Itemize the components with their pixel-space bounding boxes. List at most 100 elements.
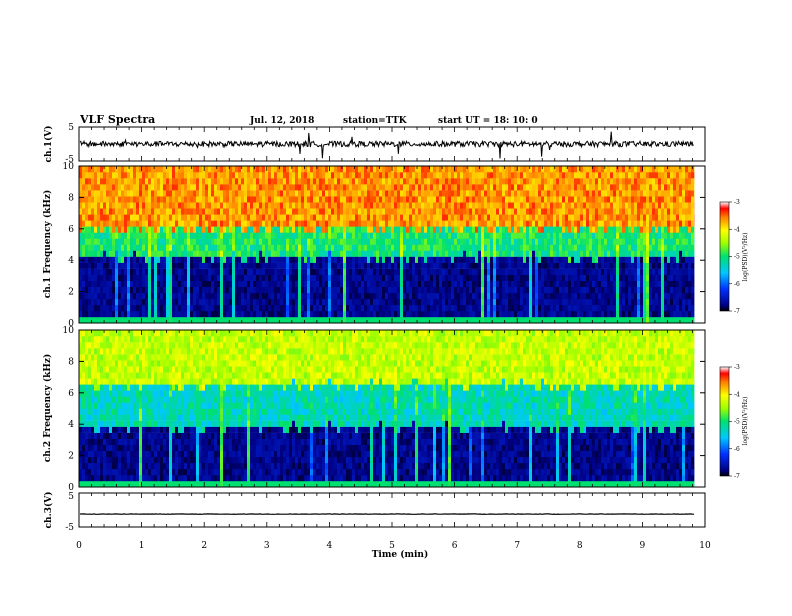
spectrogram-cell <box>607 268 610 275</box>
spectrogram-cell <box>94 280 97 287</box>
spectrogram-cell <box>418 220 421 227</box>
spectrogram-cell <box>514 208 517 215</box>
spectrogram-cell <box>550 304 553 312</box>
spectrogram-cell <box>196 286 199 294</box>
spectrogram-cell <box>517 184 520 191</box>
spectrogram-cell <box>109 226 112 233</box>
spectrogram-cell <box>82 292 85 300</box>
spectrogram-cell <box>193 226 196 233</box>
spectrogram-cell <box>94 244 97 251</box>
spectrogram-cell <box>106 310 109 318</box>
spectrogram-cell <box>181 280 184 287</box>
spectrogram-cell <box>391 214 394 221</box>
spectrogram-cell <box>184 292 187 300</box>
spectrogram-cell <box>472 190 475 197</box>
spectrogram-cell <box>370 172 373 179</box>
spectrogram-cell <box>490 172 493 179</box>
spectrogram-cell <box>631 232 634 239</box>
spectrogram-cell <box>493 220 496 227</box>
spectrogram-cell <box>598 184 601 191</box>
spectrogram-cell <box>643 172 646 179</box>
spectrogram-cell <box>415 232 418 239</box>
spectrogram-cell <box>157 190 160 197</box>
spectrogram-cell <box>103 184 106 191</box>
spectrogram-cell <box>631 208 634 215</box>
spectrogram-cell <box>613 268 616 275</box>
spectrogram-cell <box>88 202 91 209</box>
spectrogram-cell <box>274 256 277 263</box>
spectrogram-cell <box>421 304 424 312</box>
spectrogram-cell <box>148 184 151 191</box>
spectrogram-cell <box>142 226 145 233</box>
spectrogram-cell <box>118 262 121 269</box>
spectrogram-cell <box>532 274 535 281</box>
spectrogram-cell <box>634 178 637 185</box>
spectrogram-cell <box>262 244 265 251</box>
spectrogram-cell <box>289 256 292 263</box>
spectrogram-cell <box>388 262 391 269</box>
spectrogram-cell <box>649 292 652 300</box>
spectrogram-cell <box>472 310 475 318</box>
spectrogram-cell <box>175 196 178 203</box>
spectrogram-cell <box>418 304 421 312</box>
spectrogram-cell <box>505 244 508 251</box>
spectrogram-cell <box>559 226 562 233</box>
spectrogram-cell <box>232 196 235 203</box>
spectrogram-cell <box>211 298 214 306</box>
spectrogram-cell <box>424 286 427 294</box>
spectrogram-cell <box>499 286 502 294</box>
spectrogram-cell <box>337 208 340 215</box>
spectrogram-cell <box>109 220 112 227</box>
spectrogram-cell <box>112 262 115 269</box>
spectrogram-cell <box>277 244 280 251</box>
spectrogram-cell <box>100 214 103 221</box>
spectrogram-cell <box>469 298 472 306</box>
spectrogram-cell <box>397 178 400 185</box>
spectrogram-cell <box>100 286 103 294</box>
spectrogram-cell <box>406 268 409 275</box>
spectrogram-cell <box>253 208 256 215</box>
spectrogram-cell <box>148 232 151 239</box>
spectrogram-cell <box>493 190 496 197</box>
spectrogram-cell <box>574 250 577 257</box>
spectrogram-cell <box>607 250 610 257</box>
spectrogram-cell <box>451 274 454 281</box>
spectrogram-cell <box>643 178 646 185</box>
spectrogram-cell <box>202 166 205 173</box>
spectrogram-cell <box>238 166 241 173</box>
spectrogram-cell <box>229 196 232 203</box>
spectrogram-cell <box>271 202 274 209</box>
spectrogram-cell <box>193 214 196 221</box>
spectrogram-cell <box>487 286 490 294</box>
spectrogram-cell <box>538 250 541 257</box>
spectrogram-cell <box>94 202 97 209</box>
spectrogram-cell <box>475 190 478 197</box>
spectrogram-cell <box>481 166 484 173</box>
spectrogram-cell <box>124 190 127 197</box>
spectrogram-cell <box>628 280 631 287</box>
spectrogram-cell <box>352 262 355 269</box>
spectrogram-cell <box>484 184 487 191</box>
spectrogram-cell <box>385 238 388 245</box>
spectrogram-cell <box>442 298 445 306</box>
spectrogram-cell <box>511 238 514 245</box>
spectrogram-cell <box>598 304 601 312</box>
spectrogram-cell <box>382 298 385 306</box>
spectrogram-cell <box>463 304 466 312</box>
spectrogram-cell <box>88 298 91 306</box>
spectrogram-cell <box>553 262 556 269</box>
spectrogram-cell <box>88 286 91 294</box>
spectrogram-cell <box>586 310 589 318</box>
spectrogram-cell <box>118 202 121 209</box>
spectrogram-cell <box>109 196 112 203</box>
spectrogram-cell <box>154 317 157 324</box>
spectrogram-cell <box>286 250 289 257</box>
spectrogram-cell <box>271 268 274 275</box>
spectrogram-cell <box>178 202 181 209</box>
spectrogram-cell <box>634 298 637 306</box>
spectrogram-cell <box>97 310 100 318</box>
spectrogram-cell <box>184 262 187 269</box>
spectrogram-cell <box>139 256 142 263</box>
spectrogram-cell <box>535 172 538 179</box>
spectrogram-cell <box>133 232 136 239</box>
